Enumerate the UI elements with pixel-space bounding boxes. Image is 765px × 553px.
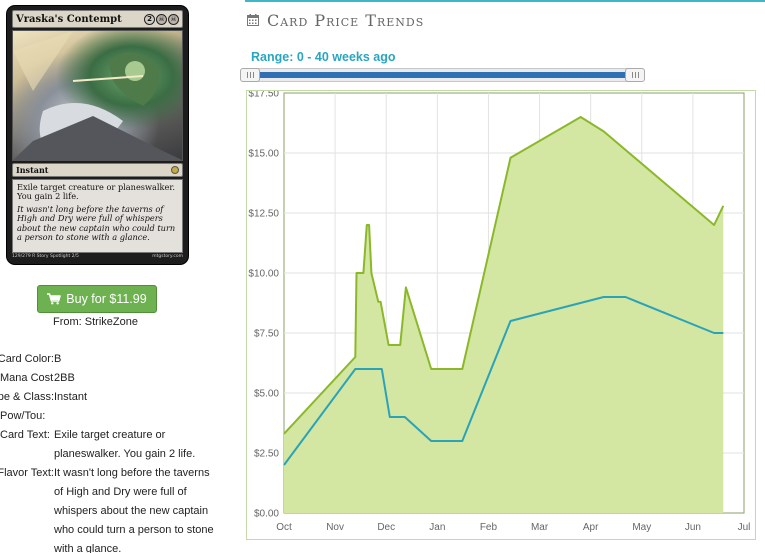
attribute-value [54, 407, 214, 426]
y-tick-label: $7.50 [254, 329, 279, 340]
card-attributes: Card Color: B Mana Cost 2BB Type & Class… [0, 350, 230, 553]
calendar-icon [247, 14, 259, 26]
attribute-key: Card Color: [0, 353, 54, 365]
attribute-key: Flavor Text: [0, 467, 54, 479]
attribute-row: Flavor Text: It wasn't long before the t… [0, 464, 230, 553]
mana-black-icon: ☠ [168, 13, 179, 25]
x-tick-label: Apr [583, 522, 599, 533]
attribute-value: 2BB [54, 372, 75, 384]
y-tick-label: $2.50 [254, 449, 279, 460]
card-rules-text: Exile target creature or planeswalker. Y… [17, 182, 175, 202]
card-art-illustration [13, 31, 182, 160]
y-tick-label: $5.00 [254, 389, 279, 400]
series-0-line [283, 116, 725, 435]
attribute-row: Pow/Tou: [0, 407, 230, 426]
y-tick-label: $10.00 [248, 269, 279, 280]
attribute-value: Exile target creature or planeswalker. Y… [54, 429, 196, 460]
attribute-row: Card Text: Exile target creature or plan… [0, 426, 230, 464]
range-label: Range: 0 - 40 weeks ago [251, 50, 396, 64]
attribute-key: Card Text: [0, 429, 50, 441]
series-1-line [283, 296, 724, 466]
series-0-area [284, 117, 724, 513]
card-collector-info: 129/279 R Story Spotlight 2/5 [12, 254, 79, 259]
attribute-row: Card Color: B [0, 350, 230, 369]
set-symbol-icon [171, 166, 179, 174]
price-chart: $0.00 $2.50 $5.00 $7.50 $10.00 $12.50 $15.00 $1… [248, 91, 751, 533]
range-slider-fill [252, 72, 633, 78]
card-art [12, 30, 183, 161]
x-tick-label: Mar [531, 522, 549, 533]
attribute-key: Type & Class: [0, 391, 54, 403]
attribute-value: Instant [54, 391, 88, 403]
card-textbox: Exile target creature or planeswalker. Y… [12, 179, 183, 253]
attribute-row: Type & Class: Instant [0, 388, 230, 407]
x-tick-label: Dec [377, 522, 395, 533]
y-tick-label: $17.50 [248, 91, 279, 100]
x-tick-label: Feb [480, 522, 498, 533]
attribute-key: Mana Cost [0, 372, 54, 384]
attribute-row: Mana Cost 2BB [0, 369, 230, 388]
y-tick-label: $0.00 [254, 509, 279, 520]
range-slider-end-handle[interactable] [625, 68, 645, 82]
card-title-bar: Vraska's Contempt 2 ☠ ☠ [12, 10, 183, 28]
attribute-value: B [54, 353, 62, 365]
buy-button-label: Buy for $11.99 [66, 292, 147, 306]
shopping-cart-icon [47, 293, 62, 305]
attribute-value: It wasn't long before the taverns of Hig… [54, 467, 214, 553]
y-tick-label: $15.00 [248, 149, 279, 160]
card-name: Vraska's Contempt [16, 13, 122, 25]
seller-name: From: StrikeZone [53, 316, 138, 328]
x-tick-label: Jul [738, 522, 751, 533]
mana-generic-icon: 2 [144, 13, 155, 25]
x-tick-label: Jan [429, 522, 445, 533]
card-copyright: mtgstory.com [152, 254, 183, 259]
range-slider-start-handle[interactable] [240, 68, 260, 82]
buy-button[interactable]: Buy for $11.99 [37, 285, 157, 313]
y-tick-label: $12.50 [248, 209, 279, 220]
card-flavor-text: It wasn't long before the taverns of Hig… [17, 203, 176, 243]
card-image: Vraska's Contempt 2 ☠ ☠ Instant Exile ta… [7, 6, 188, 264]
attribute-key: Pow/Tou: [0, 410, 46, 422]
mana-black-icon: ☠ [156, 13, 167, 25]
x-tick-label: Oct [276, 522, 292, 533]
mana-cost: 2 ☠ ☠ [144, 13, 179, 25]
price-trends-title: Card Price Trends [267, 11, 425, 30]
card-type: Instant [16, 165, 49, 175]
x-tick-label: Nov [326, 522, 344, 533]
price-trends-header: Card Price Trends [245, 0, 765, 38]
card-footer: 129/279 R Story Spotlight 2/5 mtgstory.c… [12, 254, 183, 259]
card-type-bar: Instant [12, 163, 183, 177]
x-tick-label: May [632, 522, 651, 533]
range-slider[interactable] [240, 68, 645, 82]
price-chart-frame: $0.00 $2.50 $5.00 $7.50 $10.00 $12.50 $15.00 $1… [246, 90, 756, 540]
x-tick-label: Jun [685, 522, 701, 533]
